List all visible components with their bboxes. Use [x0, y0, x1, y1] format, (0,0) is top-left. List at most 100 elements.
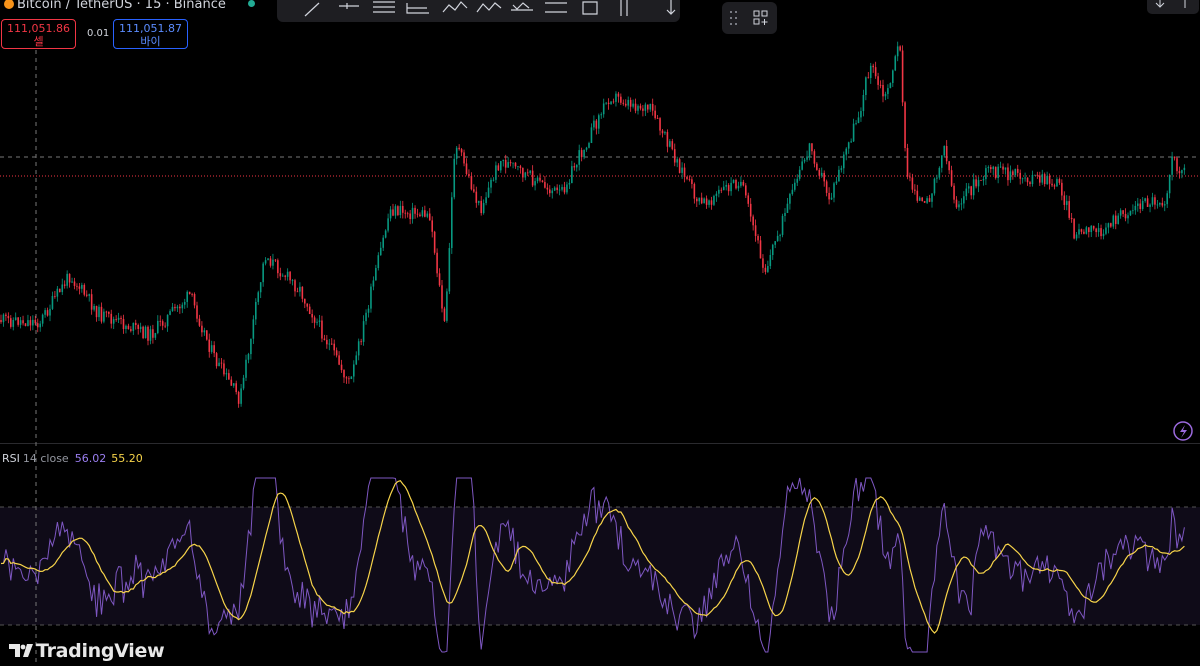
tool-projection[interactable]	[511, 2, 533, 11]
candle-body	[544, 182, 546, 188]
candle-body	[377, 255, 380, 269]
candle-body	[316, 321, 318, 323]
candle-body	[539, 177, 541, 181]
candle-body	[112, 319, 115, 324]
candle-body	[490, 179, 492, 188]
sell-button[interactable]: 111,051.86 셀	[1, 19, 76, 49]
buy-button[interactable]: 111,051.87 바이	[113, 19, 188, 49]
candle-body	[801, 161, 803, 170]
candle-body	[255, 301, 257, 320]
candle-body	[911, 177, 914, 190]
candle-body	[117, 317, 120, 320]
candle-body	[237, 391, 240, 404]
symbol-title[interactable]: Bitcoin / TetherUS · 15 · Binance	[4, 0, 226, 12]
tool-range[interactable]	[545, 2, 567, 13]
candle-body	[664, 132, 666, 134]
tool-more[interactable]	[666, 0, 676, 15]
candle-body	[561, 187, 563, 190]
candle-body	[272, 259, 274, 266]
candle-body	[1075, 234, 1078, 239]
candle-body	[495, 165, 497, 180]
candle-body	[372, 280, 375, 287]
candle-body	[1119, 210, 1122, 216]
candle-body	[122, 318, 125, 330]
candle-body	[583, 149, 585, 158]
candle-body	[997, 166, 999, 179]
tool-hline[interactable]	[339, 3, 359, 9]
candle-body	[1132, 210, 1134, 212]
candle-body	[585, 147, 588, 150]
candle-body	[1090, 225, 1093, 233]
candle-body	[1183, 167, 1186, 171]
candle-body	[51, 295, 54, 309]
tool-trendline[interactable]	[304, 2, 320, 17]
candle-body	[573, 166, 576, 168]
candle-body	[1129, 210, 1132, 216]
coin-icon	[4, 0, 14, 9]
candle-body	[526, 172, 529, 174]
tool-rect[interactable]	[582, 1, 598, 15]
tool-vline[interactable]	[620, 0, 628, 16]
candle-body	[571, 166, 573, 184]
candle-body	[720, 189, 723, 191]
candle-body	[857, 117, 860, 124]
candle-body	[416, 213, 419, 215]
tool-fib[interactable]	[406, 3, 429, 14]
candle-body	[110, 313, 113, 324]
candle-body	[899, 46, 901, 51]
candle-body	[428, 213, 431, 221]
candle-body	[480, 200, 482, 214]
candle-body	[338, 355, 340, 365]
candle-body	[759, 240, 762, 259]
candle-body	[933, 178, 936, 194]
candle-body	[1173, 156, 1176, 159]
candle-body	[754, 225, 757, 236]
candle-body	[615, 93, 617, 102]
candle-body	[928, 198, 931, 202]
tool-pattern[interactable]	[442, 1, 468, 13]
tool-channel[interactable]	[373, 1, 395, 13]
candle-body	[166, 314, 169, 327]
candle-body	[673, 149, 676, 163]
candle-body	[874, 67, 877, 77]
download-box[interactable]	[1147, 0, 1199, 14]
candle-body	[504, 159, 507, 168]
candle-body	[696, 198, 698, 202]
candle-body	[443, 308, 446, 321]
candle-body	[497, 165, 500, 171]
candle-body	[860, 111, 862, 118]
candle-body	[1080, 229, 1083, 232]
candle-body	[355, 355, 358, 365]
candle-body	[103, 311, 105, 322]
candle-body	[549, 189, 551, 194]
candle-body	[0, 320, 2, 323]
tool-elliott[interactable]	[476, 2, 502, 13]
candle-body	[426, 213, 429, 217]
candle-body	[671, 141, 674, 150]
candle-body	[1036, 174, 1039, 176]
candle-body	[2, 314, 5, 323]
candle-body	[1053, 185, 1056, 187]
candle-body	[68, 273, 71, 283]
candle-body	[588, 143, 590, 148]
layout-toolbox[interactable]	[722, 2, 777, 34]
candle-body	[147, 326, 149, 341]
candle-body	[350, 376, 353, 379]
candle-body	[257, 292, 260, 302]
candle-body	[250, 338, 252, 355]
candle-body	[49, 308, 51, 316]
candle-body	[1168, 174, 1171, 194]
candle-body	[88, 294, 90, 296]
candle-body	[877, 76, 879, 85]
candle-body	[397, 206, 399, 216]
candle-body	[590, 127, 593, 144]
rsi-lines	[0, 477, 1185, 653]
alert-button[interactable]	[1173, 421, 1193, 441]
candle-body	[453, 158, 456, 198]
candle-body	[659, 118, 661, 131]
candle-body	[1171, 156, 1173, 175]
rsi-legend[interactable]: RSI 14 close 56.02 55.20	[2, 452, 143, 465]
candle-body	[1141, 200, 1144, 209]
candle-body	[1095, 228, 1097, 233]
candle-body	[1085, 227, 1088, 234]
